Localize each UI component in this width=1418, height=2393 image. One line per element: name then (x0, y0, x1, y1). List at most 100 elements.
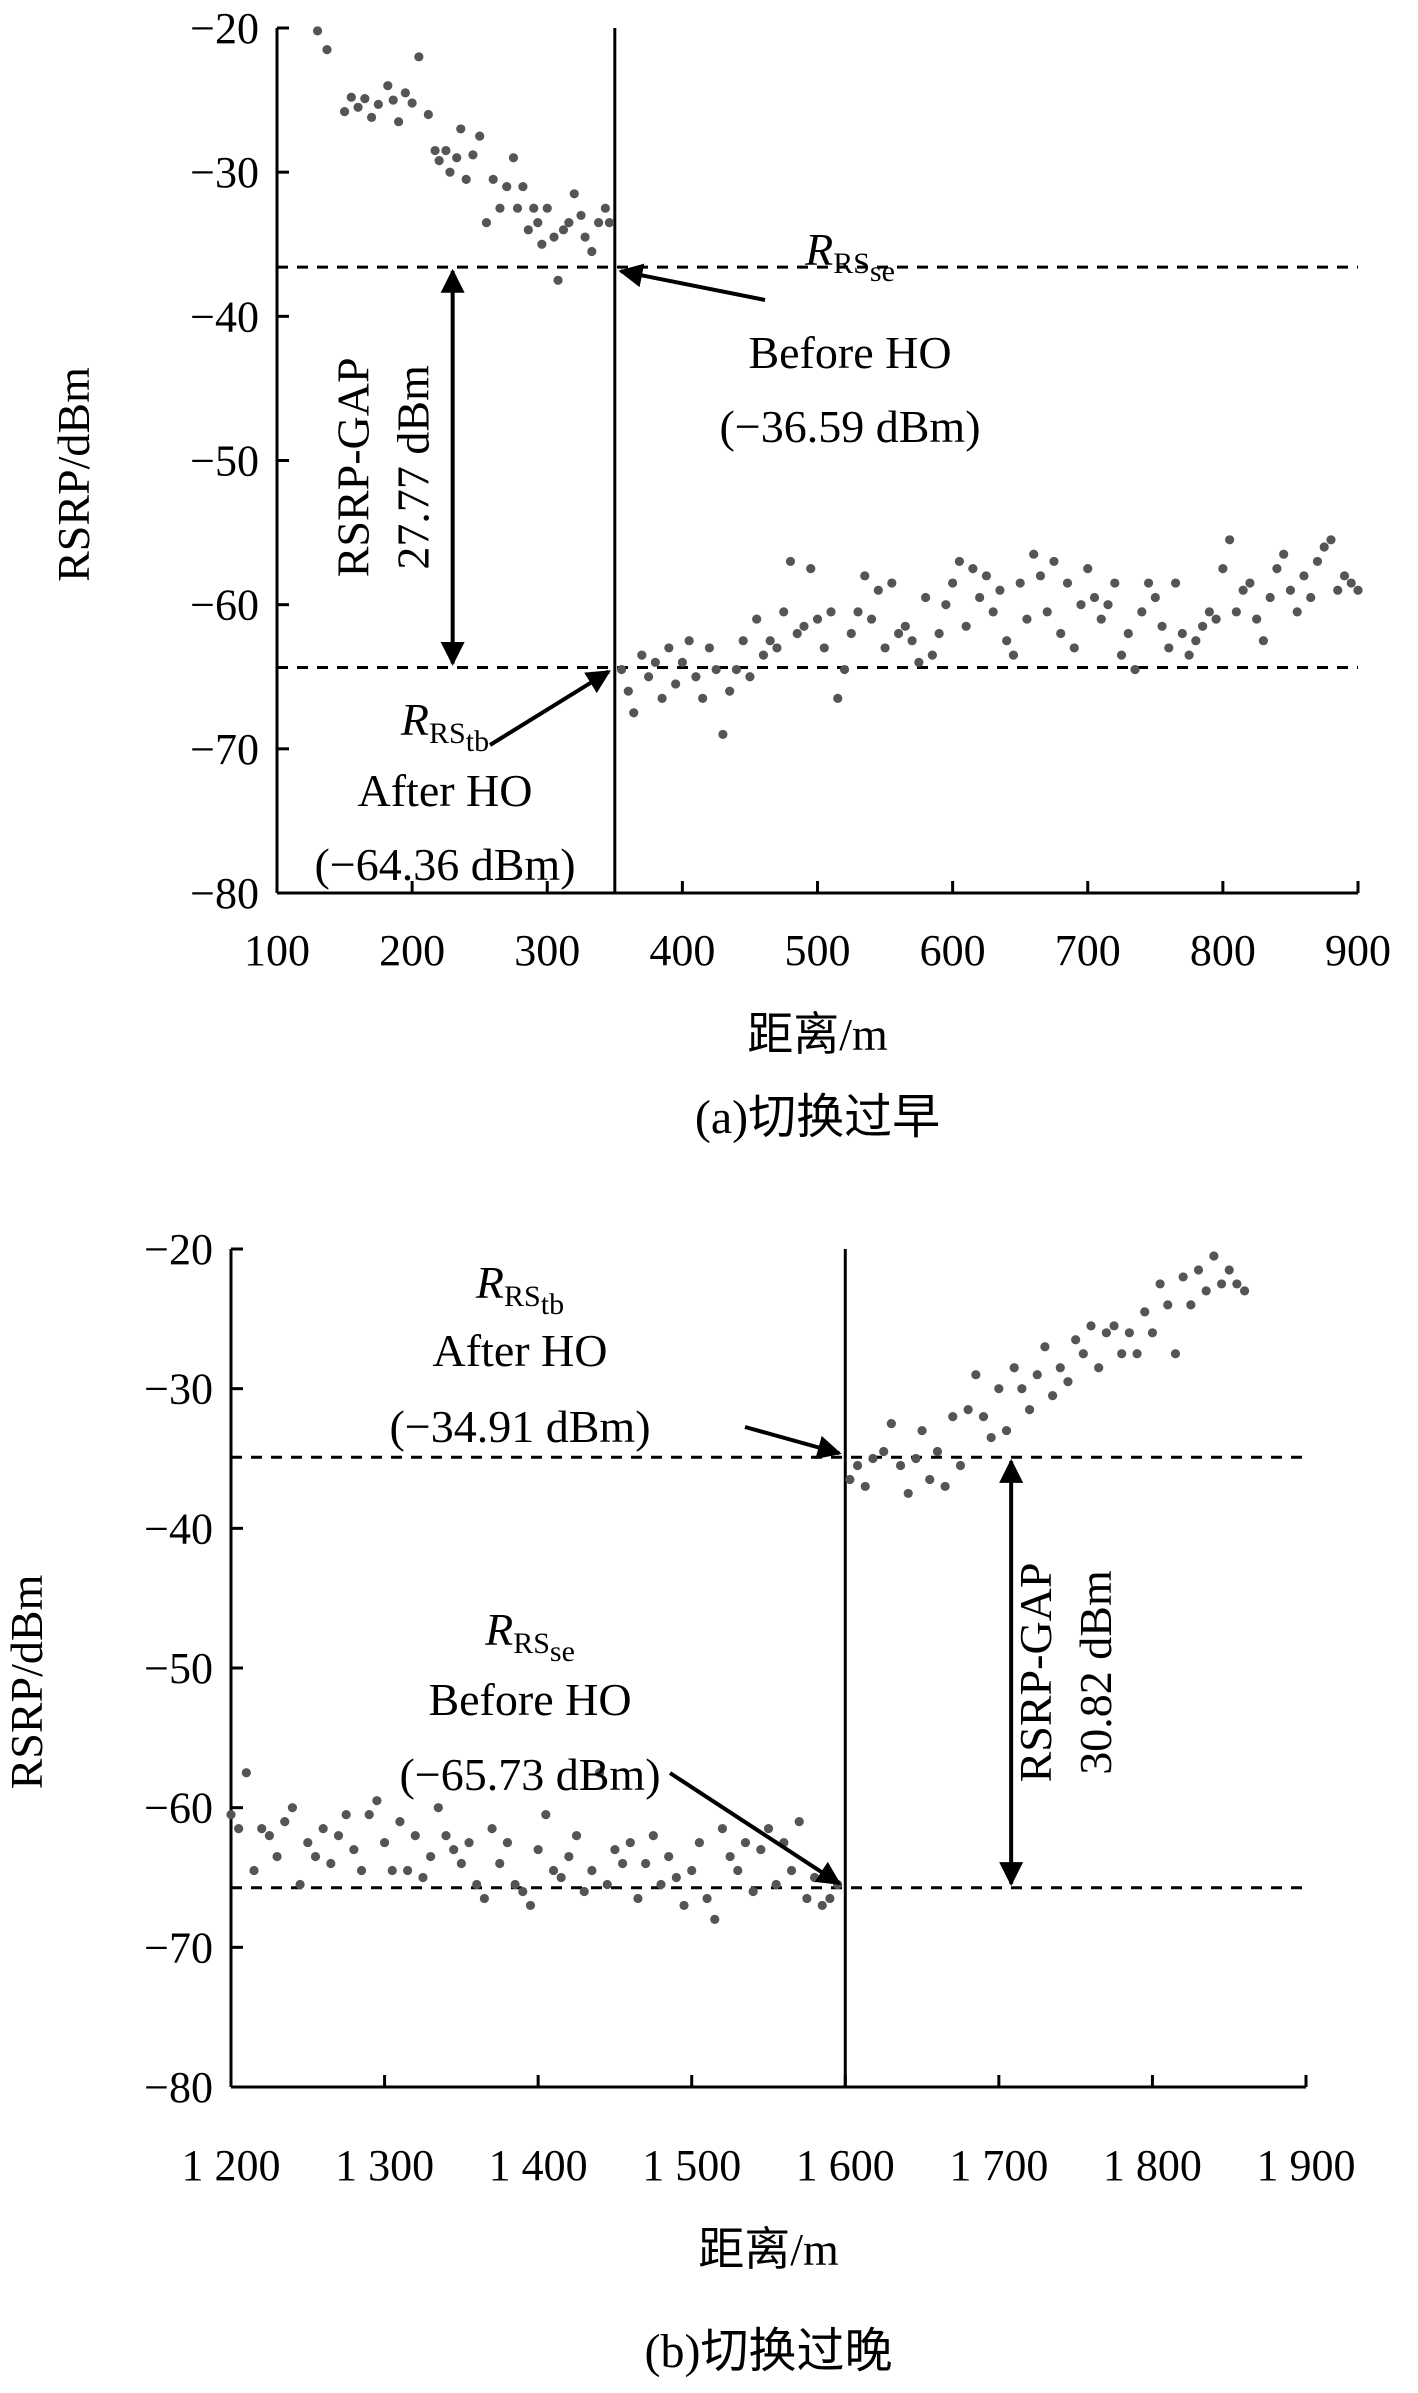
y-tick-label: −50 (190, 437, 259, 486)
data-point (623, 686, 633, 696)
data-point (1137, 607, 1147, 617)
data-point (1116, 650, 1127, 660)
data-point (488, 174, 498, 184)
data-point (468, 150, 478, 160)
x-tick-label: 1 400 (489, 2141, 588, 2190)
data-point (1186, 1300, 1196, 1310)
data-point (677, 657, 687, 667)
data-point (650, 657, 660, 667)
chart-panel-a: −20 −30 −40 −50 −60 −70 −80 100 200 300 400 500 600 7… (48, 4, 1391, 1144)
data-point (833, 693, 843, 703)
data-point (907, 636, 917, 646)
data-point (763, 1824, 774, 1834)
data-point (394, 117, 404, 127)
data-point (725, 1851, 735, 1862)
data-point (518, 181, 528, 192)
x-tick-label: 1 800 (1103, 2141, 1202, 2190)
data-point (383, 81, 393, 91)
data-point (684, 636, 694, 646)
data-point (879, 1446, 889, 1457)
data-point (860, 1481, 870, 1492)
data-point (717, 1824, 728, 1834)
data-point (932, 1446, 943, 1457)
data-point (845, 1474, 855, 1485)
data-point (366, 112, 377, 122)
data-point (537, 239, 547, 249)
data-point (1232, 1279, 1242, 1289)
data-point (564, 1851, 574, 1862)
data-point (403, 1865, 413, 1876)
x-axis-label: 距离/m (747, 1009, 888, 1060)
data-point (925, 1474, 935, 1485)
data-point (407, 98, 417, 108)
data-point (1265, 592, 1275, 603)
y-tick-label: −60 (190, 581, 259, 630)
data-point (508, 153, 519, 163)
data-point (600, 203, 610, 213)
data-point (280, 1817, 290, 1827)
data-point (1062, 578, 1073, 588)
data-point (704, 643, 715, 653)
data-point (1225, 535, 1235, 545)
data-point (533, 218, 543, 228)
x-tick-label: 200 (379, 926, 445, 975)
data-point (349, 1844, 359, 1855)
data-point (518, 1886, 528, 1897)
data-point (1110, 578, 1120, 588)
data-point (1024, 1405, 1035, 1415)
x-tick-label: 500 (785, 926, 851, 975)
data-point (1201, 1286, 1211, 1296)
data-point (1193, 1265, 1204, 1275)
data-point (1272, 564, 1282, 574)
reference-pointer-arrow (668, 1771, 842, 1886)
data-point (1032, 1370, 1042, 1380)
data-point (1238, 585, 1248, 595)
data-point (1048, 1391, 1058, 1401)
data-point (441, 1831, 451, 1841)
data-point (364, 1810, 374, 1820)
x-tick-label: 800 (1190, 926, 1256, 975)
data-point (1178, 1272, 1188, 1282)
data-point (542, 203, 552, 213)
data-point (1306, 592, 1316, 603)
data-point (602, 1879, 612, 1890)
data-point (995, 585, 1005, 595)
data-point (765, 636, 775, 646)
y-tick-label: −40 (190, 292, 259, 341)
data-point (1002, 636, 1012, 646)
data-point (1117, 1349, 1127, 1359)
data-point (495, 1858, 505, 1869)
reference-pointer-arrow (618, 263, 766, 302)
reference-description: Before HO (748, 327, 951, 378)
rsrp-gap-label: RSRP-GAP (328, 357, 379, 577)
data-point (525, 1900, 536, 1911)
data-point (809, 1872, 820, 1883)
data-point (1170, 1349, 1181, 1359)
reference-pointer-arrow (488, 669, 611, 747)
data-point (941, 600, 951, 610)
reference-symbol: RRSse (804, 224, 895, 288)
data-point (839, 664, 850, 675)
data-point (702, 1893, 712, 1904)
data-point (322, 45, 332, 55)
data-point (241, 1768, 251, 1778)
data-point (1211, 614, 1221, 624)
data-point (604, 218, 615, 228)
data-point (756, 1844, 766, 1855)
data-point (264, 1831, 274, 1841)
data-point (934, 628, 944, 639)
data-point (752, 614, 762, 624)
y-tick-label: −40 (144, 1504, 213, 1553)
data-point (1218, 564, 1228, 574)
data-point (887, 578, 897, 588)
data-point (272, 1851, 282, 1862)
data-point (656, 1879, 666, 1890)
data-point (895, 1460, 906, 1471)
data-point (846, 628, 856, 639)
data-point (318, 1824, 328, 1834)
data-point (426, 1851, 436, 1862)
data-point (825, 1893, 835, 1904)
data-point (1143, 578, 1154, 588)
data-point (487, 1824, 497, 1834)
